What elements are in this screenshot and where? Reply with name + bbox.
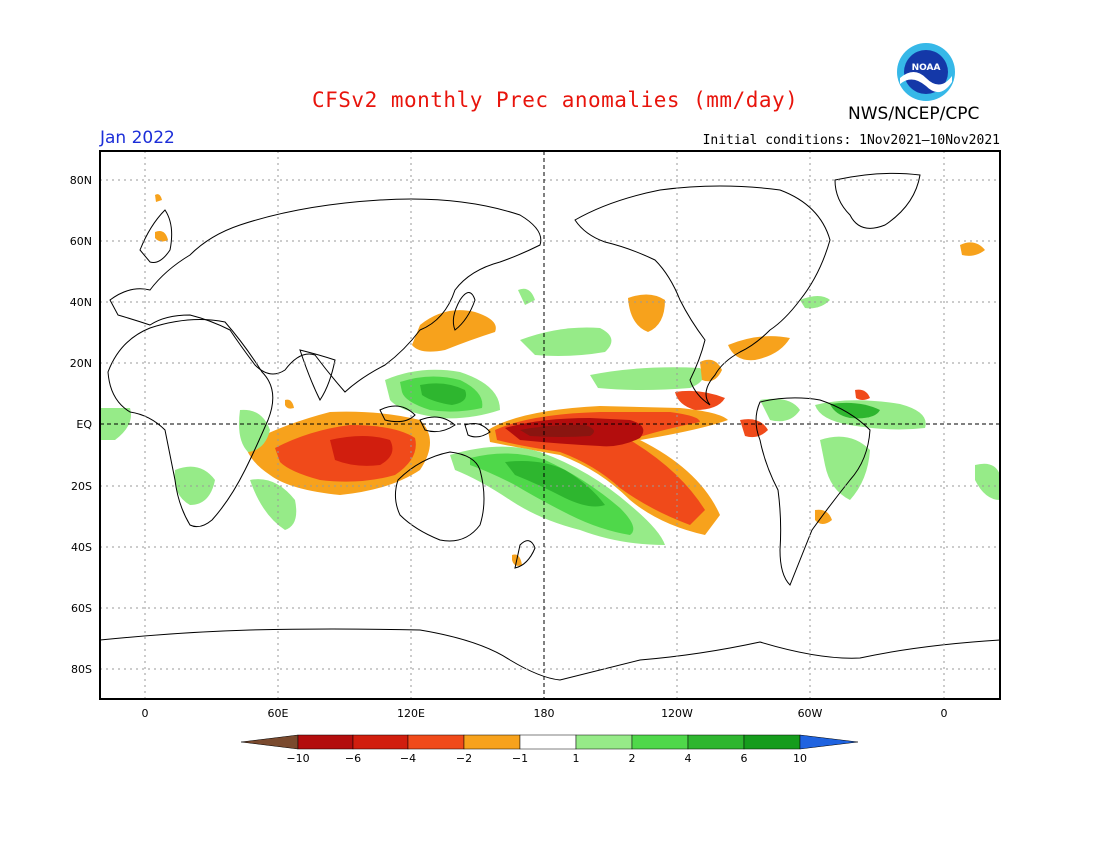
colorbar-cell bbox=[463, 734, 521, 750]
colorbar-cell bbox=[687, 734, 745, 750]
colorbar-label: 1 bbox=[573, 752, 580, 765]
gridlines bbox=[100, 151, 1000, 699]
lat-axis: 80N 60N 40N 20N EQ 20S 40S 60S 80S bbox=[70, 174, 93, 676]
lon-tick: 60E bbox=[268, 707, 289, 720]
colorbar-label: −1 bbox=[512, 752, 528, 765]
forecast-month: Jan 2022 bbox=[100, 128, 175, 148]
lat-tick: 80N bbox=[70, 174, 92, 187]
lon-tick: 0 bbox=[142, 707, 149, 720]
colorbar: −10 −6 −4 −2 −1 1 2 4 6 10 bbox=[240, 734, 859, 765]
lat-tick: 60N bbox=[70, 235, 92, 248]
colorbar-label: 10 bbox=[793, 752, 807, 765]
colorbar-label: 2 bbox=[629, 752, 636, 765]
lat-tick: EQ bbox=[76, 418, 92, 431]
colorbar-cell bbox=[743, 734, 801, 750]
lon-tick: 0 bbox=[941, 707, 948, 720]
colorbar-cell bbox=[799, 734, 859, 750]
colorbar-label: 4 bbox=[685, 752, 692, 765]
colorbar-label: 6 bbox=[741, 752, 748, 765]
colorbar-cell bbox=[352, 734, 409, 750]
colorbar-cell bbox=[240, 734, 299, 750]
lat-tick: 60S bbox=[71, 602, 92, 615]
lon-tick: 120E bbox=[397, 707, 425, 720]
lat-tick: 20S bbox=[71, 480, 92, 493]
lat-tick: 40S bbox=[71, 541, 92, 554]
lat-tick: 40N bbox=[70, 296, 92, 309]
colorbar-label: −4 bbox=[400, 752, 416, 765]
noaa-logo: NOAA bbox=[897, 43, 955, 101]
colorbar-cell bbox=[575, 734, 633, 750]
colorbar-cell bbox=[519, 734, 577, 750]
colorbar-label: −10 bbox=[286, 752, 309, 765]
colorbar-cell bbox=[407, 734, 465, 750]
lon-tick: 120W bbox=[661, 707, 693, 720]
colorbar-label: −2 bbox=[456, 752, 472, 765]
anomaly-shading bbox=[100, 194, 1000, 566]
lat-tick: 20N bbox=[70, 357, 92, 370]
colorbar-label: −6 bbox=[345, 752, 361, 765]
logo-text: NOAA bbox=[912, 63, 941, 73]
lon-tick: 180 bbox=[534, 707, 555, 720]
equator-dateline bbox=[100, 151, 1000, 699]
map-frame bbox=[99, 150, 1001, 700]
lon-tick: 60W bbox=[798, 707, 823, 720]
lon-axis: 0 60E 120E 180 120W 60W 0 bbox=[142, 707, 948, 720]
agency-label: NWS/NCEP/CPC bbox=[848, 104, 980, 124]
colorbar-cell bbox=[631, 734, 689, 750]
initial-conditions: Initial conditions: 1Nov2021–10Nov2021 bbox=[702, 133, 1000, 148]
map-title: CFSv2 monthly Prec anomalies (mm/day) bbox=[312, 88, 799, 112]
colorbar-cell bbox=[297, 734, 354, 750]
coastlines bbox=[100, 172, 1000, 681]
lat-tick: 80S bbox=[71, 663, 92, 676]
